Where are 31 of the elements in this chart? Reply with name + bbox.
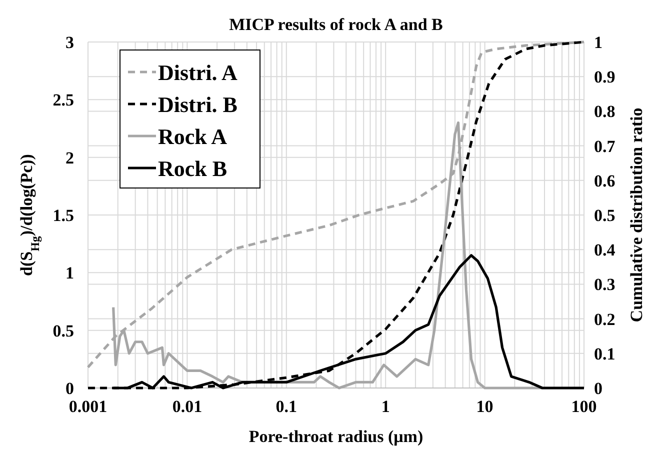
x-tick-label: 10 [476, 397, 494, 416]
y2-tick-label: 0.5 [594, 206, 616, 225]
x-tick-label: 0.001 [68, 397, 108, 416]
legend-label: Rock B [158, 156, 228, 181]
y-tick-label: 3 [66, 33, 74, 52]
chart-title: MICP results of rock A and B [229, 15, 443, 34]
legend-label: Distri. B [158, 92, 238, 117]
y-tick-label: 0 [66, 379, 74, 398]
y-tick-label: 1.5 [52, 206, 74, 225]
y-tick-label: 2.5 [52, 90, 74, 110]
y2-tick-label: 0.7 [594, 136, 616, 156]
x-axis-title: Pore-throat radius (μm) [248, 427, 424, 446]
y-tick-label: 0.5 [52, 321, 74, 340]
y2-tick-label: 0.4 [594, 240, 616, 260]
x-tick-label: 0.01 [172, 397, 202, 416]
legend-label: Distri. A [158, 60, 238, 85]
y2-tick-label: 0.9 [594, 68, 616, 87]
y2-tick-label: 0.3 [594, 275, 616, 294]
x-tick-label: 100 [571, 397, 597, 416]
y-tick-label: 2 [66, 148, 74, 168]
y2-tick-label: 0.1 [594, 344, 616, 364]
y2-tick-label: 0.2 [594, 310, 616, 329]
y2-tick-label: 1 [594, 33, 602, 52]
y2-axis-title: Cumulative distribution ratio [627, 108, 646, 322]
x-tick-label: 1 [381, 397, 390, 416]
y2-tick-label: 0 [594, 379, 602, 398]
y-tick-label: 1 [66, 264, 74, 283]
legend-label: Rock A [158, 124, 228, 149]
y2-tick-label: 0.6 [594, 171, 616, 190]
x-tick-label: 0.1 [276, 397, 298, 416]
y2-tick-label: 0.8 [594, 102, 616, 122]
